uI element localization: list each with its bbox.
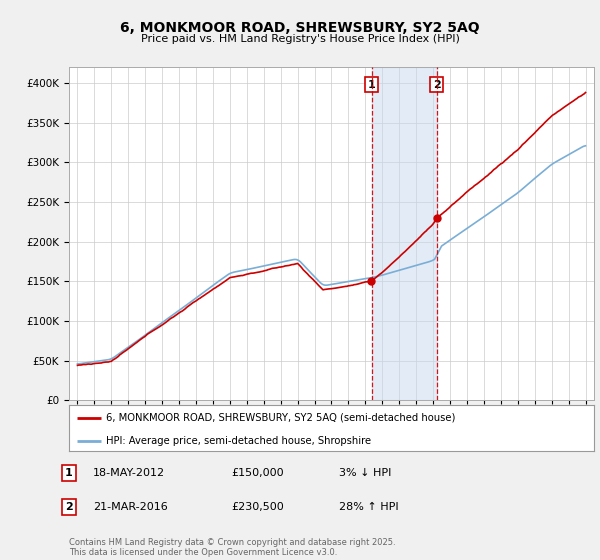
- Text: 6, MONKMOOR ROAD, SHREWSBURY, SY2 5AQ: 6, MONKMOOR ROAD, SHREWSBURY, SY2 5AQ: [120, 21, 480, 35]
- Text: 2: 2: [65, 502, 73, 512]
- Text: 6, MONKMOOR ROAD, SHREWSBURY, SY2 5AQ (semi-detached house): 6, MONKMOOR ROAD, SHREWSBURY, SY2 5AQ (s…: [106, 413, 455, 423]
- Text: 21-MAR-2016: 21-MAR-2016: [93, 502, 168, 512]
- Text: 3% ↓ HPI: 3% ↓ HPI: [339, 468, 391, 478]
- Text: £150,000: £150,000: [231, 468, 284, 478]
- Text: 1: 1: [368, 80, 376, 90]
- Text: 2: 2: [433, 80, 441, 90]
- Text: 1: 1: [65, 468, 73, 478]
- Text: 28% ↑ HPI: 28% ↑ HPI: [339, 502, 398, 512]
- Bar: [371, 67, 437, 400]
- Text: HPI: Average price, semi-detached house, Shropshire: HPI: Average price, semi-detached house,…: [106, 436, 371, 446]
- Text: £230,500: £230,500: [231, 502, 284, 512]
- Text: Contains HM Land Registry data © Crown copyright and database right 2025.
This d: Contains HM Land Registry data © Crown c…: [69, 538, 395, 557]
- Text: 18-MAY-2012: 18-MAY-2012: [93, 468, 165, 478]
- Text: Price paid vs. HM Land Registry's House Price Index (HPI): Price paid vs. HM Land Registry's House …: [140, 34, 460, 44]
